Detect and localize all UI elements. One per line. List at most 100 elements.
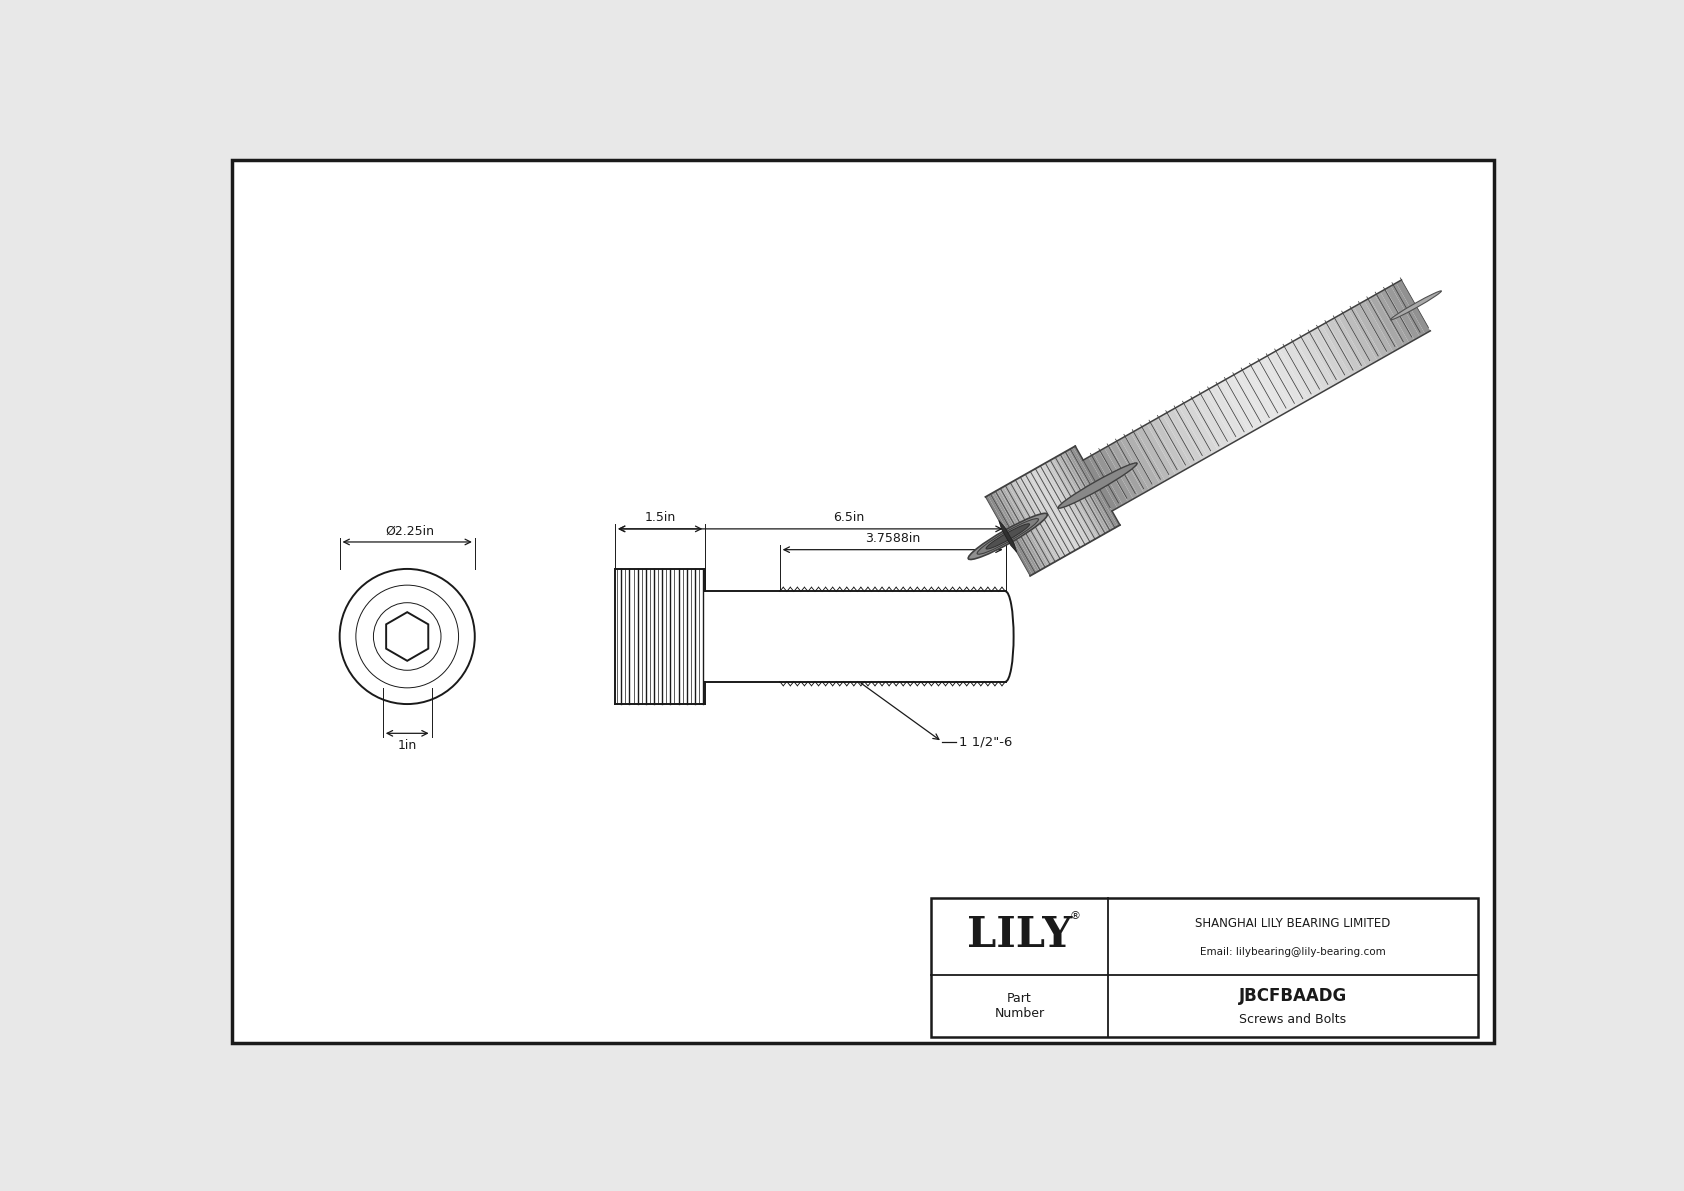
Polygon shape — [1194, 394, 1229, 448]
Polygon shape — [1026, 473, 1073, 553]
Polygon shape — [1253, 361, 1287, 414]
Polygon shape — [1073, 447, 1120, 526]
Polygon shape — [1019, 476, 1066, 557]
Polygon shape — [1115, 439, 1148, 493]
Polygon shape — [1189, 397, 1223, 451]
Ellipse shape — [1058, 463, 1137, 509]
Polygon shape — [1017, 478, 1064, 559]
Polygon shape — [1064, 451, 1111, 531]
Polygon shape — [1216, 382, 1250, 436]
Polygon shape — [1147, 422, 1180, 475]
Text: SHANGHAI LILY BEARING LIMITED: SHANGHAI LILY BEARING LIMITED — [1196, 917, 1391, 930]
Polygon shape — [1110, 442, 1143, 495]
Polygon shape — [1280, 347, 1314, 400]
Polygon shape — [1095, 451, 1128, 505]
Polygon shape — [1307, 331, 1340, 385]
Text: ®: ® — [1069, 911, 1081, 921]
Polygon shape — [1290, 339, 1324, 394]
Text: Part
Number: Part Number — [994, 992, 1044, 1019]
Polygon shape — [1157, 414, 1192, 469]
Text: Ø2.25in: Ø2.25in — [386, 524, 434, 537]
Polygon shape — [1396, 280, 1430, 333]
Polygon shape — [1142, 424, 1175, 478]
Polygon shape — [1066, 450, 1113, 530]
Polygon shape — [1132, 430, 1165, 484]
Polygon shape — [1231, 373, 1266, 426]
Polygon shape — [1031, 470, 1078, 550]
Polygon shape — [1258, 358, 1292, 412]
Polygon shape — [1243, 367, 1276, 420]
Text: 6.5in: 6.5in — [834, 511, 864, 524]
Ellipse shape — [987, 524, 1029, 549]
Text: 1.5in: 1.5in — [645, 511, 675, 524]
Polygon shape — [1221, 379, 1255, 434]
Polygon shape — [1354, 304, 1388, 357]
Polygon shape — [1201, 391, 1234, 445]
Polygon shape — [995, 491, 1041, 570]
Polygon shape — [1337, 313, 1372, 367]
Polygon shape — [1046, 461, 1093, 542]
Text: 1in: 1in — [397, 740, 418, 753]
Ellipse shape — [977, 518, 1039, 554]
Polygon shape — [985, 495, 1032, 576]
Polygon shape — [1137, 428, 1170, 481]
Polygon shape — [1295, 337, 1330, 391]
Polygon shape — [1052, 457, 1100, 538]
Polygon shape — [989, 494, 1034, 574]
Polygon shape — [1004, 486, 1051, 566]
Polygon shape — [1381, 289, 1415, 343]
Polygon shape — [1317, 325, 1351, 379]
Text: Screws and Bolts: Screws and Bolts — [1239, 1014, 1346, 1027]
Text: 1 1/2"-6: 1 1/2"-6 — [960, 735, 1012, 748]
Polygon shape — [1374, 292, 1410, 345]
Polygon shape — [1344, 310, 1378, 364]
Polygon shape — [1015, 479, 1061, 560]
Polygon shape — [1100, 448, 1133, 503]
Polygon shape — [1044, 462, 1091, 543]
Text: 3.7588in: 3.7588in — [866, 532, 919, 545]
Polygon shape — [1056, 456, 1101, 536]
Polygon shape — [1036, 468, 1081, 548]
Polygon shape — [1391, 283, 1425, 337]
Polygon shape — [1364, 298, 1398, 351]
Polygon shape — [1268, 353, 1303, 406]
Polygon shape — [1369, 295, 1404, 349]
Polygon shape — [1179, 403, 1212, 457]
Polygon shape — [1226, 376, 1261, 430]
Polygon shape — [1058, 455, 1105, 535]
Polygon shape — [1206, 388, 1239, 442]
Polygon shape — [1105, 445, 1138, 499]
Polygon shape — [1120, 436, 1155, 490]
Polygon shape — [990, 493, 1037, 573]
Polygon shape — [1174, 406, 1207, 460]
Polygon shape — [997, 490, 1044, 569]
Polygon shape — [1088, 454, 1123, 509]
Polygon shape — [1042, 463, 1088, 544]
Ellipse shape — [1391, 291, 1442, 320]
Polygon shape — [999, 488, 1046, 568]
Polygon shape — [1037, 467, 1084, 547]
Polygon shape — [1152, 418, 1186, 472]
Polygon shape — [1010, 481, 1058, 562]
Text: LILY: LILY — [967, 915, 1073, 956]
Polygon shape — [1359, 301, 1393, 355]
Polygon shape — [1327, 319, 1361, 373]
Polygon shape — [1300, 333, 1335, 388]
Polygon shape — [999, 520, 1017, 553]
Polygon shape — [1162, 412, 1197, 466]
Polygon shape — [1332, 316, 1367, 370]
Polygon shape — [1386, 286, 1420, 339]
Polygon shape — [1051, 459, 1098, 540]
Polygon shape — [1009, 482, 1054, 563]
Polygon shape — [1012, 480, 1059, 561]
Polygon shape — [1312, 328, 1346, 382]
Polygon shape — [1024, 474, 1071, 554]
Polygon shape — [1211, 385, 1244, 439]
Polygon shape — [1005, 485, 1052, 565]
Polygon shape — [1059, 454, 1106, 534]
Polygon shape — [1002, 487, 1047, 567]
Polygon shape — [1063, 453, 1108, 532]
Bar — [931, 898, 1477, 1037]
Text: JBCFBAADG: JBCFBAADG — [1239, 986, 1347, 1005]
Polygon shape — [1349, 307, 1383, 361]
